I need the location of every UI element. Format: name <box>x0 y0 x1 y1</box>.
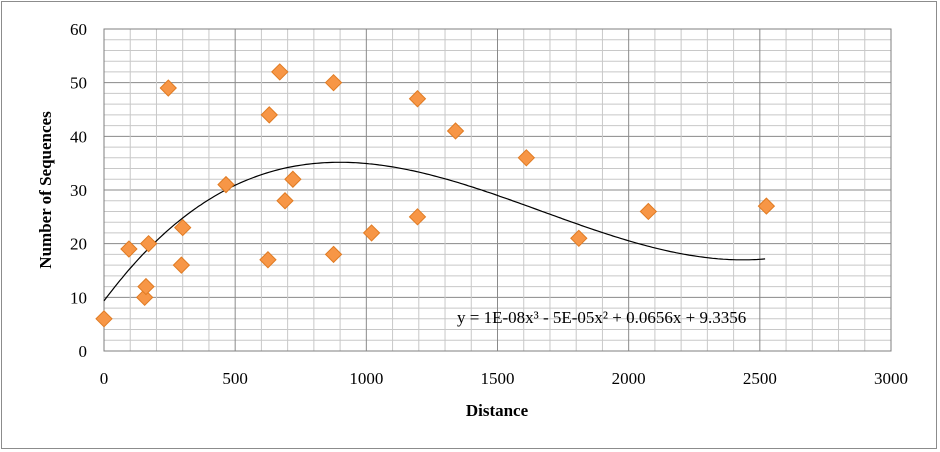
data-point <box>639 202 658 221</box>
x-tick-label: 3000 <box>874 369 908 388</box>
data-point <box>95 310 113 328</box>
x-tick-label: 2500 <box>743 369 777 388</box>
data-point <box>362 224 381 242</box>
trendline-equation: y = 1E-08x³ - 5E-05x² + 0.0656x + 9.3356 <box>457 308 746 327</box>
x-tick-label: 1000 <box>349 369 383 388</box>
y-tick-label: 20 <box>70 235 87 254</box>
data-point <box>570 229 588 248</box>
data-point <box>137 277 155 296</box>
y-tick-label: 10 <box>70 288 87 307</box>
data-point <box>120 240 138 258</box>
data-point <box>757 197 776 215</box>
data-point <box>408 90 427 108</box>
y-tick-label: 60 <box>70 20 87 39</box>
x-tick-label: 0 <box>100 369 109 388</box>
data-point <box>159 79 177 97</box>
data-point <box>284 170 302 188</box>
x-tick-label: 2000 <box>612 369 646 388</box>
data-point <box>260 106 278 124</box>
data-point <box>172 256 191 274</box>
plot-border <box>103 28 892 352</box>
y-axis-ticks: 0 10 20 30 40 50 60 <box>70 20 87 361</box>
x-axis-title: Distance <box>466 401 529 420</box>
data-point <box>135 288 154 307</box>
data-point <box>173 218 192 237</box>
data-point <box>139 234 158 253</box>
grid <box>103 28 892 352</box>
data-point <box>259 251 277 269</box>
y-tick-label: 0 <box>79 342 88 361</box>
data-point <box>324 245 343 264</box>
data-point <box>271 63 289 81</box>
x-tick-label: 500 <box>222 369 248 388</box>
x-axis-ticks: 0 500 1000 1500 2000 2500 3000 <box>100 369 908 388</box>
data-point <box>324 73 343 92</box>
y-tick-label: 40 <box>70 127 87 146</box>
x-tick-label: 1500 <box>481 369 515 388</box>
trendline <box>103 161 766 302</box>
data-points <box>95 63 776 328</box>
data-point <box>446 122 465 140</box>
data-point <box>276 192 294 210</box>
data-point <box>517 149 536 167</box>
y-tick-label: 30 <box>70 181 87 200</box>
plot-area <box>103 28 892 352</box>
y-axis-title: Number of Sequences <box>36 111 55 269</box>
data-point <box>408 208 427 226</box>
y-tick-label: 50 <box>70 74 87 93</box>
data-point <box>217 175 235 194</box>
